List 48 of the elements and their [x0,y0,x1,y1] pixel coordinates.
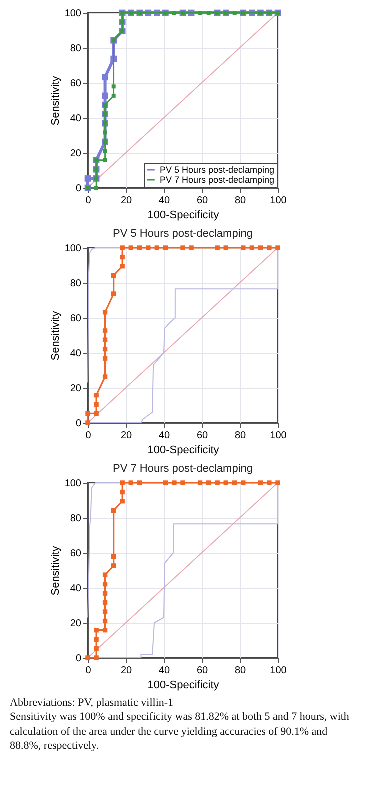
x-tick-label: 100 [270,666,288,676]
x-tick-label: 100 [270,430,288,442]
x-tick-label: 40 [158,196,170,206]
x-tick-label: 60 [196,196,208,206]
y-tick-label: 0 [76,184,82,194]
chart-title: PV 5 Hours post-declamping [112,228,254,240]
legend-label: PV 5 Hours post-declamping [160,165,275,175]
y-tick-label: 100 [64,244,82,254]
x-tick-label: 0 [86,430,92,442]
y-axis-title: Sensitivity [50,310,62,361]
y-tick-label: 40 [70,348,82,360]
chart-title: PV 7 Hours post-declamping [112,463,254,475]
y-tick-label: 100 [64,8,82,20]
y-tick-label: 60 [70,78,82,90]
x-tick-label: 40 [158,666,170,676]
y-tick-label: 60 [70,548,82,560]
y-tick-label: 40 [70,114,82,124]
x-tick-label: 60 [196,430,208,442]
legend-label: PV 7 Hours post-declamping [160,175,275,185]
y-tick-label: 60 [70,314,82,324]
y-tick-label: 20 [70,384,82,394]
y-tick-label: 80 [70,44,82,54]
x-tick-label: 80 [234,430,246,442]
y-tick-label: 0 [76,654,82,664]
y-axis-title: Sensitivity [50,546,62,596]
text: Abbreviations: PV, plasmatic villin-1 [10,696,175,710]
x-tick-label: 0 [86,196,92,206]
x-tick-label: 20 [120,430,132,442]
x-axis-title: 100-Specificity [148,444,220,456]
x-axis-title: 100-Specificity [148,210,220,222]
x-tick-label: 20 [120,196,132,206]
y-tick-label: 80 [70,514,82,524]
y-tick-label: 40 [70,584,82,594]
y-tick-label: 20 [70,618,82,630]
text: Sensitivity was 100% and specificity was 81.82% at both 5 and 7 hours, with calculation of the area under the curve yielding accuracies of 90.1% and 88.8%, respectively. [10,710,350,754]
y-tick-label: 80 [70,278,82,290]
y-tick-label: 100 [64,478,82,490]
x-tick-label: 20 [120,666,132,676]
x-tick-label: 0 [86,666,92,676]
x-tick-label: 60 [196,666,208,676]
y-tick-label: 20 [70,148,82,160]
x-axis-title: 100-Specificity [148,680,220,692]
y-axis-title: Sensitivity [50,76,62,126]
y-tick-label: 0 [76,418,82,430]
x-tick-label: 80 [234,666,246,676]
x-tick-label: 80 [234,196,246,206]
x-tick-label: 100 [270,196,288,206]
x-tick-label: 40 [158,430,170,442]
